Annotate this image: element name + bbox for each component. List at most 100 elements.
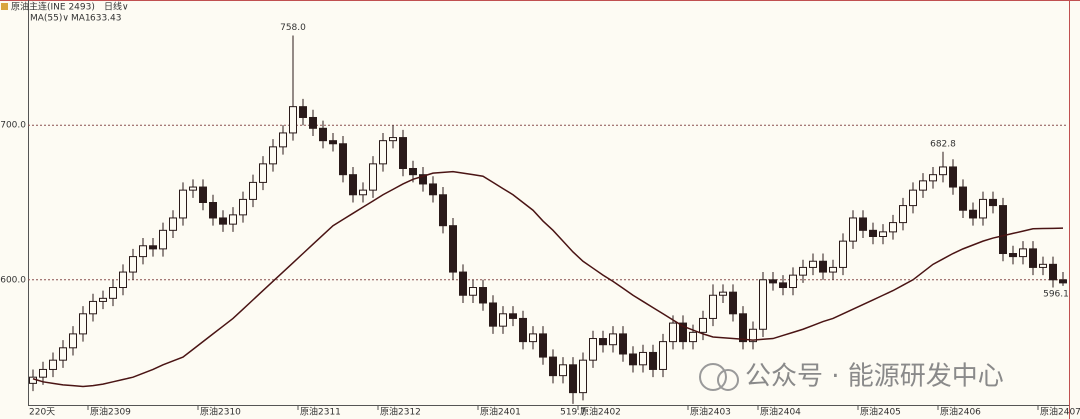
candle-body [949,166,957,188]
x-tick-label: 原油2403 [690,406,731,418]
candle-body [639,351,647,366]
candle-body [99,297,107,302]
x-tick-label: 原油2402 [580,406,621,418]
chart-title: 原油主连(INE 2493) [11,1,95,13]
candle-body [139,245,147,258]
candle-body [199,186,207,204]
x-tick-label: 原油2312 [380,406,421,418]
candle-body [769,279,777,284]
candle-body [359,189,367,196]
candle-body [589,338,597,361]
ma-last: 633.43 [90,14,122,24]
candle-body [839,240,847,268]
candle-body [809,260,817,268]
symbol-icon [1,3,8,10]
x-tick-label: 原油2404 [760,406,801,418]
candle-body [609,333,617,346]
candle-body [339,143,347,176]
y-tick-label: 600.0 [0,275,26,285]
candle-body [559,364,567,377]
candle-body [569,364,577,394]
candle-body [79,313,87,335]
candle-body [369,163,377,191]
candle-body [939,166,947,176]
ma-name: MA1 [71,14,91,24]
candle-body [379,140,387,165]
x-tick-label: 原油2407 [1040,406,1080,418]
candle-body [859,217,867,231]
candle-body [269,146,277,165]
candle-body [169,217,177,231]
candle-body [649,351,657,370]
low-label: 596.1 [1043,289,1069,299]
candle-body [299,106,307,118]
candle-body [749,328,757,343]
x-tick-label: 原油2401 [480,406,521,418]
candle-body [429,183,437,196]
candle-body [119,271,127,289]
candle-body [539,333,547,358]
candle-body [849,217,857,242]
candle-body [789,274,797,289]
candle-body [59,347,67,361]
candle-body [779,282,787,289]
candle-body [499,313,507,327]
x-tick-label: 原油2406 [940,406,981,418]
candle-body [179,189,187,219]
candle-body [319,127,327,142]
candle-body [449,225,457,273]
candle-body [669,322,677,343]
candle-body [799,266,807,276]
candle-body [1009,253,1017,258]
candle-body [279,132,287,148]
candle-body [509,313,517,319]
x-tick-label: 原油2309 [90,406,131,418]
candle-body [819,260,827,273]
candle-body [1019,248,1027,258]
watermark: 公众号 · 能源研发中心 [745,362,1004,392]
candle-body [899,205,907,224]
candle-body [249,181,257,200]
period: 日线∨ [104,1,129,13]
candle-body [409,167,417,176]
x-tick-label: 原油2310 [200,406,241,418]
candle-body [1059,279,1067,284]
candle-body [399,137,407,169]
candle-body [979,198,987,219]
candle-body [1039,263,1047,268]
candle-body [189,186,197,191]
y-tick-label: 700.0 [0,121,26,131]
candle-body [259,163,267,183]
candle-body [989,198,997,207]
candle-body [89,300,97,315]
candle-body [869,229,877,238]
high-label: 758.0 [280,23,306,33]
candle-body [469,287,477,296]
candle-body [149,245,157,250]
candle-body [219,217,227,225]
candle-body [929,174,937,182]
low-label: 519.7 [560,407,586,417]
indicator: MA(55)∨ [30,14,69,24]
bar-count: 220天 [29,408,55,418]
candle-body [1049,263,1057,281]
candle-body [659,341,667,370]
candle-body [349,174,357,196]
candle-body [619,333,627,355]
candle-body [729,291,737,315]
candle-body [889,222,897,233]
candle-body [829,266,837,273]
candle-body [309,116,317,129]
candle-body [329,140,337,145]
candle-body [159,229,167,250]
candle-body [679,322,687,343]
ma-line [32,170,1064,388]
candle-body [999,205,1007,255]
candle-body [689,331,697,343]
watermark-icon [699,363,739,391]
candle-body [579,359,587,394]
candle-body [129,256,137,273]
candle-body [919,180,927,191]
candle-body [549,356,557,377]
